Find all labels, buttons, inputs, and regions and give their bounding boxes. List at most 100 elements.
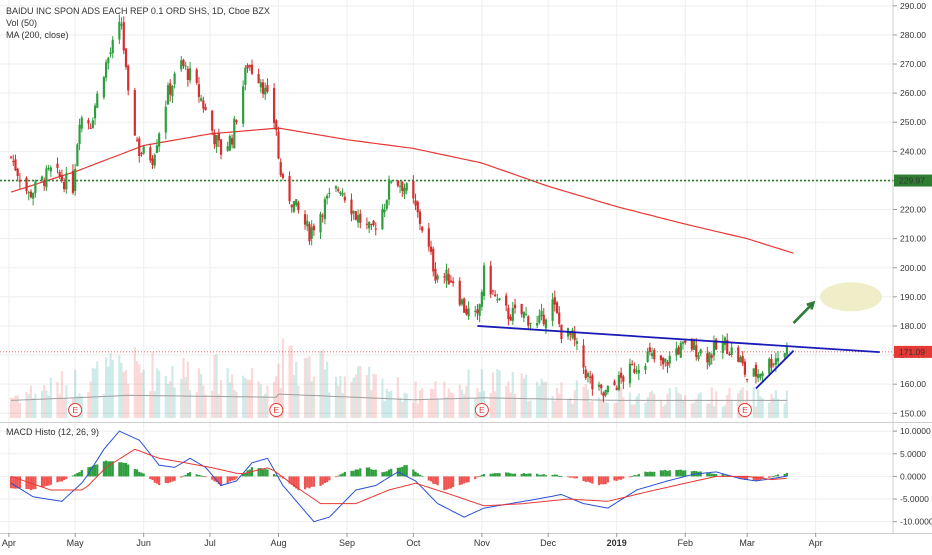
volume-bar [102, 393, 105, 418]
earnings-marker-circle [737, 403, 752, 417]
macd-histogram-bar [272, 474, 276, 477]
candle-body [774, 358, 777, 365]
volume-bar [635, 396, 638, 418]
volume-bar [666, 393, 669, 418]
candle-body [319, 213, 322, 233]
macd-histogram-bar [56, 476, 59, 483]
volume-bar [443, 381, 446, 418]
macd-histogram-bar [310, 476, 313, 487]
candle-body [197, 84, 201, 97]
macd-histogram-bar [295, 476, 298, 489]
macd-histogram-bar [538, 474, 541, 477]
candle-body [520, 303, 523, 315]
macd-histogram-bar [633, 475, 636, 477]
volume-bar [63, 397, 66, 418]
macd-histogram-bar [582, 476, 585, 482]
candle-body [743, 361, 747, 375]
macd-histogram-bar [708, 472, 711, 477]
candle-body [480, 291, 483, 307]
volume-bar [135, 361, 139, 418]
volume-bar [659, 399, 663, 418]
price-tick-label: 210.00 [900, 234, 926, 244]
macd-histogram-bar [321, 476, 324, 485]
time-tick-label: Oct [406, 538, 421, 548]
time-axis[interactable]: Apr May Jun Jul Aug Sep Oct Nov Dec 2019 Feb Mar Apr [2, 533, 823, 548]
macd-histogram-bar [421, 475, 424, 477]
time-tick-label: May [67, 538, 85, 548]
candle-body [63, 182, 66, 190]
candle-body [631, 363, 634, 365]
candle-body [569, 331, 572, 335]
macd-pane [9, 430, 789, 523]
macd-histogram-bar [365, 467, 369, 477]
candle-body [91, 120, 94, 129]
volume-bar [529, 400, 532, 418]
macd-histogram-bar [768, 476, 771, 478]
macd-histogram-bar [122, 462, 125, 477]
candle-body [308, 224, 311, 242]
macd-histogram-bar [542, 474, 545, 477]
candle-body [555, 302, 559, 313]
macd-histogram-bar [743, 476, 747, 480]
macd-histogram-bar [690, 471, 693, 477]
candle-body [341, 193, 344, 196]
volume-bar [536, 381, 539, 418]
volume-bar [644, 402, 647, 418]
volume-bar [715, 391, 718, 418]
macd-histogram-bar [476, 476, 479, 478]
volume-bar [664, 404, 667, 418]
macd-histogram-bar [166, 476, 170, 484]
macd-histogram-bar [615, 476, 618, 481]
macd-axis[interactable]: 10.0000 5.0000 0.0000 -5.0000 -10.0000 [893, 426, 932, 527]
volume-bar [460, 389, 464, 418]
macd-histogram-bar [746, 476, 749, 480]
candle-body [281, 174, 285, 178]
volume-bar [228, 382, 231, 418]
volume-bar [321, 350, 324, 418]
volume-legend[interactable]: Vol (50) [6, 18, 37, 29]
earnings-marker-circle [68, 403, 83, 417]
macd-histogram-bar [91, 465, 94, 477]
macd-histogram-bar [266, 469, 269, 477]
volume-bar [617, 387, 621, 418]
macd-histogram-bar [217, 476, 220, 485]
candle-body [56, 163, 59, 168]
candle-body [644, 365, 647, 370]
volume-bar [250, 368, 254, 418]
symbol-legend[interactable]: BAIDU INC SPON ADS EACH REP 0.1 ORD SHS,… [6, 6, 270, 17]
macd-legend[interactable]: MACD Histo (12, 26, 9) [6, 427, 99, 438]
macd-histogram-bar [465, 476, 468, 483]
support-level-label-bg [894, 174, 932, 187]
volume-label: Vol (50) [6, 18, 38, 28]
candle-body [228, 136, 231, 151]
macd-histogram-bar [664, 469, 667, 477]
candle-body [783, 353, 786, 358]
volume-bar [589, 401, 592, 418]
macd-histogram-bar [478, 475, 481, 477]
macd-histogram-bar [648, 471, 651, 477]
price-axis[interactable]: 290.00280.00270.00260.00250.00240.00230.… [893, 1, 932, 418]
volume-bar [288, 346, 291, 418]
volume-bar [9, 397, 13, 418]
candle-body [728, 354, 731, 356]
ma-legend[interactable]: MA (200, close) [6, 30, 69, 41]
candle-body [14, 159, 17, 171]
macd-histogram-bar [341, 473, 344, 477]
volume-bar [91, 367, 94, 418]
macd-histogram-bar [60, 476, 63, 482]
volume-bar [615, 402, 618, 418]
candle-body [45, 168, 48, 188]
macd-histogram-bar [211, 476, 214, 480]
volume-bar [429, 388, 433, 418]
candle-body [776, 358, 780, 362]
macd-histogram-bar [288, 476, 291, 484]
candle-body [491, 290, 495, 292]
macd-histogram-bar [434, 476, 437, 484]
macd-histogram-bar [107, 461, 110, 477]
price-tick-label: 220.00 [900, 205, 926, 215]
candle-body [460, 299, 464, 305]
candle-body [553, 297, 556, 305]
volume-bar [246, 379, 249, 418]
